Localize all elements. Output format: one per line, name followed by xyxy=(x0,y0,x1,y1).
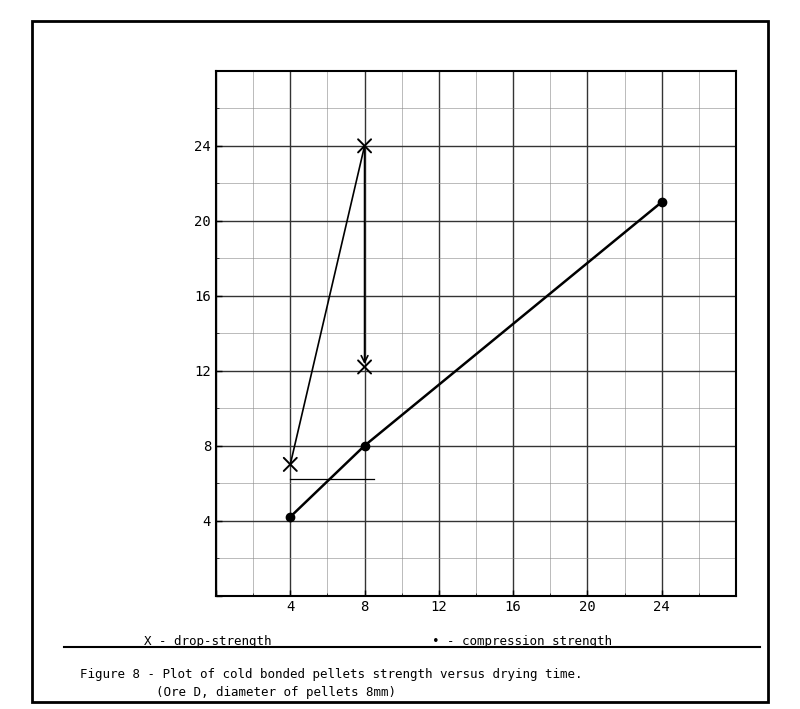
Text: Figure 8 - Plot of cold bonded pellets strength versus drying time.: Figure 8 - Plot of cold bonded pellets s… xyxy=(80,668,582,681)
Text: X - drop-strength: X - drop-strength xyxy=(144,635,271,647)
Text: • - compression strength: • - compression strength xyxy=(432,635,612,647)
Text: (Ore D, diameter of pellets 8mm): (Ore D, diameter of pellets 8mm) xyxy=(156,686,396,698)
